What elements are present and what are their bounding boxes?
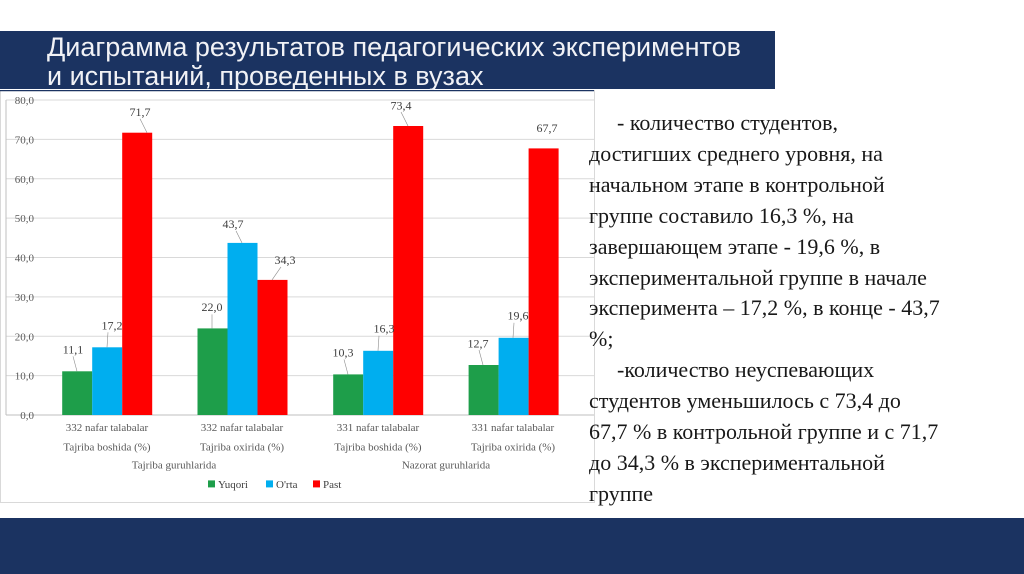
svg-text:50,0: 50,0 xyxy=(15,213,35,225)
svg-text:19,6: 19,6 xyxy=(508,309,529,323)
svg-text:16,3: 16,3 xyxy=(374,322,395,336)
svg-text:O'rta: O'rta xyxy=(276,479,298,491)
svg-text:43,7: 43,7 xyxy=(223,217,244,231)
svg-text:11,1: 11,1 xyxy=(63,343,84,357)
svg-text:10,0: 10,0 xyxy=(15,371,35,383)
svg-text:67,7: 67,7 xyxy=(537,121,558,135)
svg-text:0,0: 0,0 xyxy=(20,410,34,422)
svg-text:Tajriba boshida (%): Tajriba boshida (%) xyxy=(334,442,422,454)
svg-text:Tajriba oxirida (%): Tajriba oxirida (%) xyxy=(471,442,555,454)
svg-text:Past: Past xyxy=(323,479,341,491)
svg-text:20,0: 20,0 xyxy=(15,331,35,343)
svg-text:22,0: 22,0 xyxy=(202,300,223,314)
svg-text:Yuqori: Yuqori xyxy=(218,479,248,491)
svg-text:73,4: 73,4 xyxy=(391,99,412,113)
svg-text:332 nafar talabalar: 332 nafar talabalar xyxy=(201,422,284,434)
svg-text:40,0: 40,0 xyxy=(15,253,35,265)
svg-text:12,7: 12,7 xyxy=(468,337,489,351)
svg-text:Tajriba guruhlarida: Tajriba guruhlarida xyxy=(132,459,217,471)
svg-text:60,0: 60,0 xyxy=(15,174,35,186)
svg-text:Tajriba oxirida (%): Tajriba oxirida (%) xyxy=(200,442,284,454)
svg-text:17,2: 17,2 xyxy=(102,319,123,333)
svg-text:30,0: 30,0 xyxy=(15,292,35,304)
svg-text:34,3: 34,3 xyxy=(275,253,296,267)
svg-text:Nazorat guruhlarida: Nazorat guruhlarida xyxy=(402,459,490,471)
svg-text:10,3: 10,3 xyxy=(333,346,354,360)
svg-text:70,0: 70,0 xyxy=(15,135,35,147)
svg-text:332 nafar talabalar: 332 nafar talabalar xyxy=(66,422,149,434)
svg-text:80,0: 80,0 xyxy=(15,95,35,107)
svg-text:331 nafar talabalar: 331 nafar talabalar xyxy=(337,422,420,434)
svg-text:Tajriba boshida (%): Tajriba boshida (%) xyxy=(63,442,151,454)
svg-text:331 nafar talabalar: 331 nafar talabalar xyxy=(472,422,555,434)
svg-text:71,7: 71,7 xyxy=(130,105,151,119)
